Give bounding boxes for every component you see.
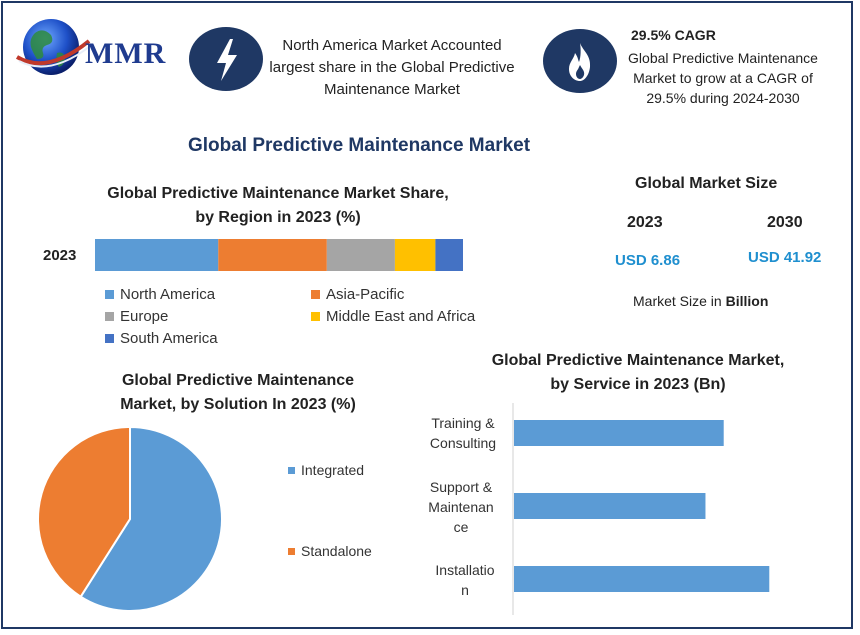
- legend-label: Middle East and Africa: [326, 308, 476, 325]
- service-title-line1: Global Predictive Maintenance Market,: [491, 352, 785, 369]
- unit-prefix: Market Size in: [633, 293, 722, 309]
- value-2030: USD 41.92: [748, 249, 822, 266]
- flame-icon: [569, 43, 591, 81]
- cagr-note: Global Predictive Maintenance Market to …: [628, 50, 818, 106]
- region-title-line2: by Region in 2023 (%): [195, 209, 361, 226]
- region-bar-segment-3: [394, 239, 436, 271]
- region-bar-segment-4: [435, 239, 463, 271]
- label-line: Training &: [431, 415, 495, 431]
- region-bar-segment-1: [218, 239, 327, 271]
- region-bar-segment-0: [95, 239, 219, 271]
- lightning-badge: [189, 27, 263, 91]
- legend-swatch: [288, 466, 295, 474]
- service-bar-1: [514, 493, 706, 519]
- solution-chart-title: Global Predictive Maintenance Market, by…: [43, 369, 433, 417]
- service-bar-2: [514, 566, 770, 592]
- main-title: Global Predictive Maintenance Market: [187, 135, 531, 156]
- service-label-installation: Installatio n: [415, 560, 515, 600]
- year-2023: 2023: [627, 214, 663, 231]
- legend-north-america: North America: [105, 286, 215, 303]
- label-line: ce: [453, 519, 469, 535]
- infographic-frame: MMR North America Market Accounted large…: [1, 1, 853, 629]
- label-line: Support &: [429, 479, 493, 495]
- legend-swatch: [105, 334, 114, 343]
- label-line: Consulting: [429, 435, 497, 451]
- mmr-logo: MMR: [13, 13, 173, 83]
- north-america-note: North America Market Accounted largest s…: [269, 37, 515, 98]
- label-line: Maintenan: [428, 499, 494, 515]
- market-size-title: Global Market Size: [635, 175, 778, 192]
- globe-icon: [15, 19, 91, 75]
- region-category-label: 2023: [43, 247, 77, 264]
- unit-bold: Billion: [725, 293, 769, 309]
- pie-slice-integrated: [79, 425, 223, 612]
- legend-mea: Middle East and Africa: [311, 308, 475, 325]
- region-title-line1: Global Predictive Maintenance Market Sha…: [107, 185, 449, 202]
- legend-label: North America: [120, 286, 216, 303]
- legend-swatch: [105, 312, 114, 321]
- year-2030: 2030: [767, 214, 803, 231]
- lightning-icon: [217, 39, 237, 81]
- legend-south-america: South America: [105, 330, 218, 347]
- logo-text: MMR: [85, 37, 167, 70]
- legend-swatch: [311, 312, 320, 321]
- service-label-training: Training & Consulting: [413, 413, 513, 453]
- solution-title-line1: Global Predictive Maintenance: [121, 372, 355, 389]
- service-title-line2: by Service in 2023 (Bn): [550, 376, 726, 393]
- region-bar-segment-2: [326, 239, 395, 271]
- legend-label: Asia-Pacific: [326, 286, 405, 303]
- legend-europe: Europe: [105, 308, 168, 325]
- legend-integrated: Integrated: [288, 462, 364, 478]
- legend-swatch: [311, 290, 320, 299]
- service-bar-chart: [512, 403, 770, 615]
- solution-pie-chart: [37, 425, 223, 612]
- region-stacked-bar-chart: [95, 239, 463, 271]
- flame-badge: [543, 29, 617, 93]
- label-line: n: [461, 582, 469, 598]
- legend-standalone: Standalone: [288, 543, 372, 559]
- legend-swatch: [105, 290, 114, 299]
- legend-label: South America: [120, 330, 218, 347]
- cagr-title: 29.5% CAGR: [631, 27, 716, 43]
- legend-label: Europe: [120, 308, 169, 325]
- label-line: Installatio: [435, 562, 495, 578]
- region-chart-title: Global Predictive Maintenance Market Sha…: [63, 182, 493, 230]
- pie-slice-standalone: [37, 425, 131, 599]
- legend-asia-pacific: Asia-Pacific: [311, 286, 404, 303]
- solution-title-line2: Market, by Solution In 2023 (%): [120, 396, 356, 413]
- legend-swatch: [288, 547, 295, 555]
- value-2023: USD 6.86: [615, 252, 681, 269]
- legend-label: Standalone: [301, 543, 372, 559]
- market-size-unit: Market Size in Billion: [633, 293, 768, 309]
- service-bar-0: [514, 420, 724, 446]
- service-chart-title: Global Predictive Maintenance Market, by…: [443, 349, 833, 397]
- service-label-support: Support & Maintenan ce: [411, 477, 511, 537]
- legend-label: Integrated: [301, 462, 365, 478]
